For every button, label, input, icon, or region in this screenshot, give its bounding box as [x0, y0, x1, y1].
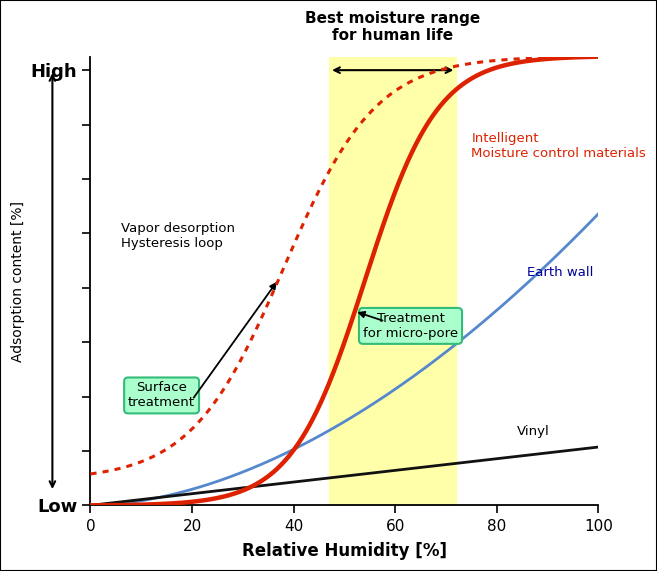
- Text: Vapor desorption
Hysteresis loop: Vapor desorption Hysteresis loop: [121, 222, 235, 250]
- Bar: [329, 57, 456, 505]
- Text: Best moisture range
for human life: Best moisture range for human life: [305, 11, 480, 43]
- Y-axis label: Adsorption content [%]: Adsorption content [%]: [11, 200, 25, 361]
- Text: Surface
treatment: Surface treatment: [128, 381, 195, 409]
- Text: Intelligent
Moisture control materials: Intelligent Moisture control materials: [472, 132, 646, 160]
- Text: Vinyl: Vinyl: [517, 425, 550, 438]
- Text: Treatment
for micro-pore: Treatment for micro-pore: [363, 312, 458, 340]
- Text: Earth wall: Earth wall: [528, 266, 594, 279]
- X-axis label: Relative Humidity [%]: Relative Humidity [%]: [242, 542, 447, 560]
